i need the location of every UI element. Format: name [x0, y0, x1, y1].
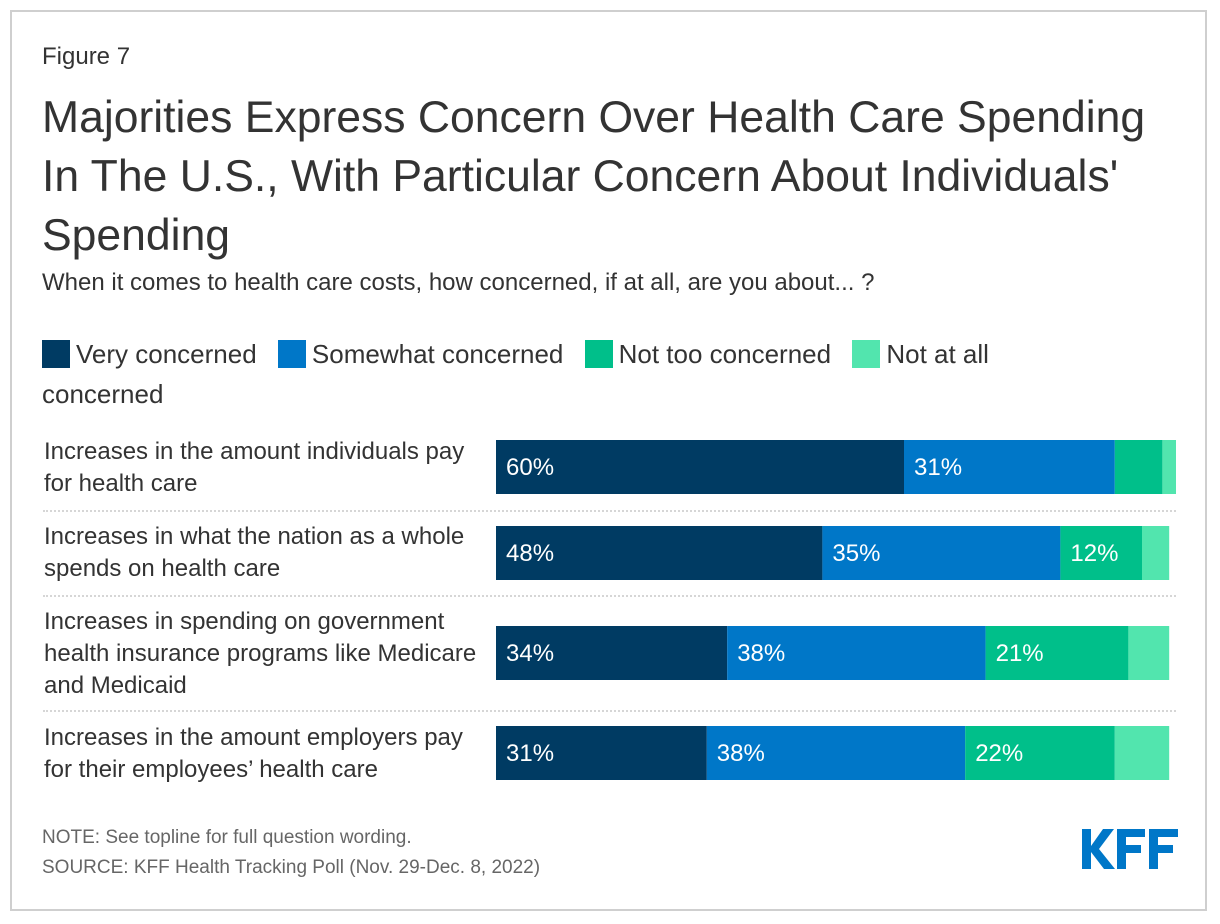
data-label: 22%: [975, 740, 1023, 767]
kff-logo: [1082, 829, 1178, 869]
legend-label: Not at all concerned: [42, 339, 989, 409]
chart-title: Majorities Express Concern Over Health C…: [42, 93, 1146, 260]
chart-subtitle: When it comes to health care costs, how …: [42, 269, 875, 296]
bar-segment-not-at-all-concerned: [1142, 526, 1170, 580]
bar-segment-not-too-concerned: [985, 626, 1129, 680]
row-separator: [43, 710, 1176, 712]
legend-item-somewhat-concerned: Somewhat concerned: [277, 339, 564, 369]
bar-segment-not-at-all-concerned: [1128, 626, 1170, 680]
bar-segment-somewhat-concerned: [727, 626, 986, 680]
legend-swatch: [852, 340, 881, 368]
data-label: 31%: [914, 454, 962, 481]
bar-segment-not-too-concerned: [1114, 440, 1163, 494]
data-label: 12%: [1070, 540, 1118, 567]
data-label: 38%: [737, 640, 785, 667]
legend-label: Somewhat concerned: [311, 339, 564, 369]
data-label: 21%: [996, 640, 1044, 667]
legend-item-very-concerned: Very concerned: [42, 339, 257, 369]
bar-segment-not-at-all-concerned: [1114, 726, 1170, 780]
row-separator: [43, 510, 1176, 512]
row-separator: [43, 595, 1176, 597]
legend-item-not-at-all-concerned: Not at all concerned: [42, 339, 989, 409]
legend: Very concerned Somewhat concerned Not to…: [42, 334, 1062, 414]
bar-segment-very-concerned: [496, 526, 823, 580]
category-label: Increases in what the nation as a whole …: [44, 523, 465, 582]
bar-segment-somewhat-concerned: [904, 440, 1115, 494]
bar-segment-very-concerned: [496, 440, 904, 494]
data-label: 35%: [832, 540, 880, 567]
category-label: Increases in spending on government heal…: [44, 608, 477, 699]
data-label: 38%: [717, 740, 765, 767]
legend-item-not-too-concerned: Not too concerned: [584, 339, 832, 369]
figure-label: Figure 7: [42, 43, 131, 70]
legend-swatch: [42, 340, 70, 368]
note-text: NOTE: See topline for full question word…: [42, 827, 412, 848]
bar-segment-not-too-concerned: [965, 726, 1115, 780]
bar-segment-not-at-all-concerned: [1162, 440, 1176, 494]
legend-swatch: [584, 340, 613, 368]
data-label: 60%: [506, 454, 554, 481]
data-label: 34%: [506, 640, 554, 667]
bar-segment-somewhat-concerned: [706, 726, 966, 780]
data-label: 31%: [506, 740, 554, 767]
legend-label: Not too concerned: [618, 339, 832, 369]
bar-segment-not-too-concerned: [1060, 526, 1142, 580]
legend-label: Very concerned: [76, 339, 257, 369]
legend-swatch: [277, 340, 306, 368]
category-label: Increases in the amount employers pay fo…: [44, 724, 463, 783]
category-label: Increases in the amount individuals pay …: [44, 438, 465, 497]
source-text: SOURCE: KFF Health Tracking Poll (Nov. 2…: [42, 857, 541, 878]
data-label: 48%: [506, 540, 554, 567]
bar-segment-very-concerned: [496, 726, 707, 780]
bar-segment-very-concerned: [496, 626, 728, 680]
bar-segment-somewhat-concerned: [822, 526, 1061, 580]
